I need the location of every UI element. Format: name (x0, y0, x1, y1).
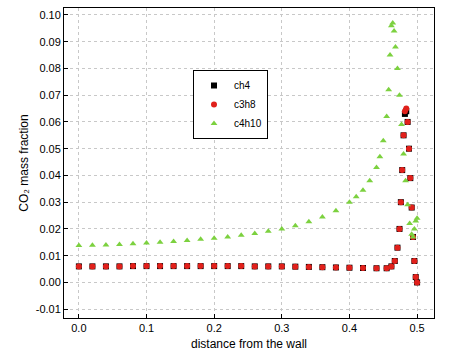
svg-text:0.09: 0.09 (39, 36, 60, 48)
svg-text:CO₂ mass fraction: CO₂ mass fraction (17, 114, 31, 211)
svg-text:0.2: 0.2 (207, 322, 222, 334)
svg-text:0.01: 0.01 (39, 250, 60, 262)
svg-text:0.02: 0.02 (39, 223, 60, 235)
svg-text:0.4: 0.4 (342, 322, 357, 334)
svg-text:c3h8: c3h8 (234, 99, 256, 110)
svg-text:0.3: 0.3 (274, 322, 289, 334)
svg-text:0.10: 0.10 (39, 9, 60, 21)
svg-text:0.08: 0.08 (39, 62, 60, 74)
svg-text:0.5: 0.5 (409, 322, 424, 334)
svg-text:0.04: 0.04 (39, 169, 60, 181)
svg-text:c4h10: c4h10 (234, 118, 262, 129)
svg-text:0.1: 0.1 (139, 322, 154, 334)
svg-text:distance from the wall: distance from the wall (191, 337, 307, 351)
svg-text:0.0: 0.0 (71, 322, 86, 334)
svg-text:ch4: ch4 (234, 80, 251, 91)
svg-text:0.06: 0.06 (39, 116, 60, 128)
svg-text:0.05: 0.05 (39, 143, 60, 155)
svg-text:-0.01: -0.01 (36, 303, 61, 315)
svg-text:0.03: 0.03 (39, 196, 60, 208)
svg-text:0.07: 0.07 (39, 89, 60, 101)
svg-text:0.00: 0.00 (39, 276, 60, 288)
